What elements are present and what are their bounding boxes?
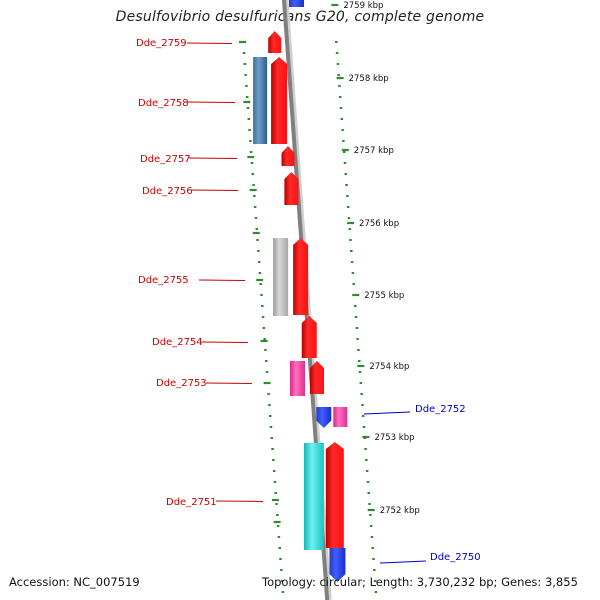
gene-leader-line (188, 157, 238, 159)
gene-arrow-dde-2750[interactable] (329, 548, 346, 582)
gene-label-dde-2759[interactable]: Dde_2759 (136, 38, 187, 49)
gene-arrow-dde-2754[interactable] (301, 316, 317, 358)
kbp-label: 2759 kbp (343, 1, 383, 11)
gene-label-dde-2756[interactable]: Dde_2756 (142, 186, 193, 197)
gene-label-dde-2753[interactable]: Dde_2753 (156, 378, 207, 389)
gene-arrow-dde-2753[interactable] (309, 361, 324, 394)
gene-arrow-dde-2759[interactable] (268, 31, 282, 53)
gene-leader-line (215, 500, 264, 502)
gene-arrow-dde-2757[interactable] (281, 146, 295, 166)
gene-label-dde-2751[interactable]: Dde_2751 (166, 497, 217, 508)
kbp-label: 2753 kbp (374, 433, 414, 443)
kbp-label: 2756 kbp (359, 219, 399, 229)
gene-arrow-dde-2755[interactable] (293, 238, 309, 315)
gene-leader-line (198, 279, 246, 281)
kbp-label: 2752 kbp (380, 506, 420, 516)
orf-box-grey[interactable] (273, 238, 289, 316)
topology-label: Topology: circular; Length: 3,730,232 bp… (262, 575, 578, 589)
gene-arrow-dde-2752[interactable] (316, 407, 332, 428)
gene-label-dde-2758[interactable]: Dde_2758 (138, 98, 189, 109)
kbp-label: 2757 kbp (354, 146, 394, 156)
kbp-label: 2758 kbp (349, 74, 389, 84)
gene-arrow-dde-2756[interactable] (284, 172, 299, 205)
gene-leader-line (186, 101, 236, 103)
gene-leader-line (379, 560, 427, 564)
gene-label-dde-2752[interactable]: Dde_2752 (415, 404, 466, 415)
map-title: Desulfovibrio desulfuricans G20, complet… (115, 9, 485, 25)
kbp-label: 2754 kbp (369, 362, 409, 372)
gene-label-dde-2757[interactable]: Dde_2757 (140, 154, 191, 165)
gene-arrow-partial-top[interactable] (289, 0, 304, 7)
gene-leader-line (363, 411, 411, 415)
orf-box-steel[interactable] (253, 57, 268, 144)
orf-box-pink-2752[interactable] (333, 407, 348, 427)
gene-leader-line (186, 42, 233, 44)
orf-box-cyan[interactable] (303, 443, 324, 550)
gene-arrow-dde-2758[interactable] (271, 57, 288, 144)
gene-leader-line (190, 189, 239, 191)
kbp-label: 2755 kbp (364, 291, 404, 301)
accession-label: Accession: NC_007519 (9, 575, 140, 589)
gene-label-dde-2755[interactable]: Dde_2755 (138, 275, 189, 286)
gene-leader-line (205, 382, 253, 384)
gene-leader-line (201, 341, 249, 343)
gene-arrow-dde-2751[interactable] (325, 442, 344, 548)
gene-label-dde-2754[interactable]: Dde_2754 (152, 337, 203, 348)
orf-box-pink-2753[interactable] (289, 361, 305, 396)
gene-label-dde-2750[interactable]: Dde_2750 (430, 552, 481, 563)
